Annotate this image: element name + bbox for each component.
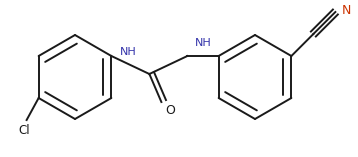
Text: NH: NH xyxy=(195,38,211,48)
Text: O: O xyxy=(165,104,175,117)
Text: NH: NH xyxy=(120,47,137,57)
Text: N: N xyxy=(342,3,351,16)
Text: Cl: Cl xyxy=(19,124,30,137)
